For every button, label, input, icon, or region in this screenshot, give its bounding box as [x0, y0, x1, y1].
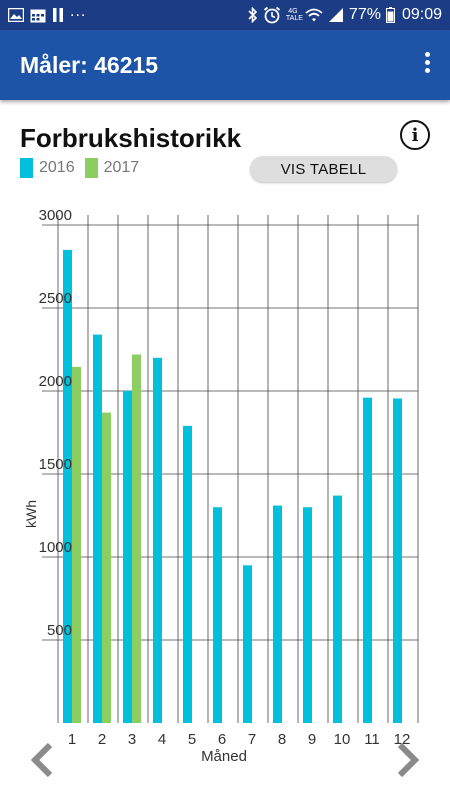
status-left: ...	[8, 3, 87, 24]
app-title: Måler: 46215	[20, 52, 159, 78]
legend-label-2016: 2016	[39, 159, 75, 176]
wifi-icon	[305, 8, 323, 22]
clock: 09:09	[401, 6, 442, 23]
y-tick-label-1500: 1500	[39, 456, 72, 473]
y-tick-label-2000: 2000	[39, 373, 72, 390]
battery-percentage: 77%	[348, 6, 381, 23]
y-tick-label-1000: 1000	[39, 539, 72, 556]
network-type-indicator: 4G TALE	[285, 8, 303, 22]
bar-2016-month-5	[183, 425, 192, 723]
status-right: 4G TALE 77% 09:09	[248, 4, 442, 26]
overflow-menu-icon[interactable]	[422, 52, 432, 78]
legend-swatch-2017	[84, 158, 98, 178]
bar-2016-month-7	[243, 565, 252, 723]
previous-year-arrow-icon[interactable]	[30, 743, 54, 777]
bar-2017-month-3	[132, 354, 141, 723]
bluetooth-icon	[248, 7, 258, 23]
show-table-button[interactable]: VIS TABELL	[250, 156, 397, 182]
next-year-arrow-icon[interactable]	[396, 743, 420, 777]
network-type-bottom: TALE	[285, 15, 303, 22]
network-type-top: 4G	[288, 8, 298, 15]
x-tick-label-8: 8	[278, 731, 286, 748]
chart-legend: 2016 2017	[20, 158, 149, 178]
calendar-icon	[30, 8, 46, 23]
gallery-icon	[8, 8, 24, 22]
bar-2016-month-3	[123, 391, 132, 723]
consumption-chart: 500 1000 1500 2000 2500 3000 1 2 3 4 5 6 7 8 9 10 11 12 Må…	[0, 205, 450, 775]
bar-2016-month-2	[93, 334, 102, 723]
bar-2017-month-1	[72, 366, 81, 723]
legend-label-2017: 2017	[103, 159, 140, 176]
x-axis-label: Måned	[201, 748, 247, 765]
y-axis-label: kWh	[23, 500, 39, 528]
bar-2016-month-1	[63, 249, 72, 723]
y-tick-label-2500: 2500	[39, 290, 72, 307]
signal-icon	[328, 7, 344, 23]
bar-2016-month-12	[393, 398, 402, 723]
y-tick-label-3000: 3000	[39, 207, 72, 224]
x-tick-label-9: 9	[308, 731, 316, 748]
more-notifications-indicator: ...	[70, 3, 87, 20]
bar-2016-month-4	[153, 357, 162, 723]
x-tick-label-10: 10	[334, 731, 351, 748]
legend-swatch-2016	[20, 158, 33, 178]
x-tick-label-1: 1	[68, 731, 76, 748]
status-bar: ... 4G TALE	[0, 0, 450, 30]
bar-2016-month-8	[273, 505, 282, 723]
y-tick-label-500: 500	[47, 622, 72, 639]
bar-2016-month-6	[213, 507, 222, 723]
x-tick-label-2: 2	[98, 731, 106, 748]
x-tick-label-3: 3	[128, 731, 136, 748]
x-tick-label-11: 11	[364, 731, 380, 748]
bar-2016-month-10	[333, 495, 342, 723]
x-tick-label-6: 6	[218, 731, 226, 748]
bar-2016-month-9	[303, 507, 312, 723]
app-bar: Måler: 46215	[0, 30, 450, 100]
info-icon-glyph: i	[411, 124, 419, 146]
x-tick-label-4: 4	[158, 731, 166, 748]
alarm-icon	[263, 6, 281, 24]
pause-icon	[52, 8, 64, 22]
info-icon[interactable]: i	[400, 120, 430, 150]
x-tick-label-7: 7	[248, 731, 256, 748]
page-title: Forbrukshistorikk	[20, 123, 242, 153]
x-tick-label-12: 12	[394, 731, 411, 748]
x-tick-label-5: 5	[188, 731, 196, 748]
bar-2016-month-11	[363, 397, 372, 723]
battery-icon	[385, 7, 395, 23]
bar-2017-month-2	[102, 412, 111, 723]
